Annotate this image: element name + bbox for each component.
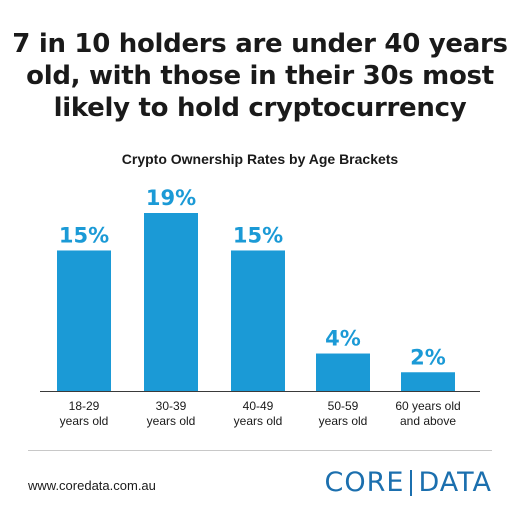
bar-5 <box>401 372 455 391</box>
bar-3 <box>231 250 285 391</box>
logo-divider <box>410 469 413 496</box>
headline-line-2: old, with those in their 30s most <box>26 61 494 91</box>
category-label-2-line-1: 30-39 <box>156 399 187 413</box>
value-label-3: 15% <box>233 223 283 247</box>
category-label-5-line-2: and above <box>400 414 456 428</box>
headline-line-3: likely to hold cryptocurrency <box>53 93 467 123</box>
bar-4 <box>316 353 370 391</box>
category-label-5-line-1: 60 years old <box>395 399 460 413</box>
value-label-2: 19% <box>146 186 196 210</box>
logo-core-text: CORE <box>324 467 405 498</box>
bar-1 <box>57 250 111 391</box>
value-label-4: 4% <box>325 327 361 351</box>
value-label-1: 15% <box>59 223 109 247</box>
coredata-logo: CORE DATA <box>325 467 493 498</box>
footer-divider <box>28 450 492 451</box>
chart-title: Crypto Ownership Rates by Age Brackets <box>121 151 399 167</box>
category-label-3-line-2: years old <box>234 414 283 428</box>
logo-data-text: DATA <box>418 467 492 498</box>
category-label-2-line-2: years old <box>147 414 196 428</box>
headline: 7 in 10 holders are under 40 years old, … <box>10 28 510 124</box>
headline-line-1: 7 in 10 holders are under 40 years <box>12 29 508 59</box>
category-label-4-line-2: years old <box>319 414 368 428</box>
category-label-3-line-1: 40-49 <box>243 399 274 413</box>
category-label-1-line-1: 18-29 <box>69 399 100 413</box>
category-label-1-line-2: years old <box>60 414 109 428</box>
value-label-5: 2% <box>410 345 446 369</box>
category-label-4-line-1: 50-59 <box>328 399 359 413</box>
bar-2 <box>144 213 198 391</box>
website-link[interactable]: www.coredata.com.au <box>28 478 156 493</box>
